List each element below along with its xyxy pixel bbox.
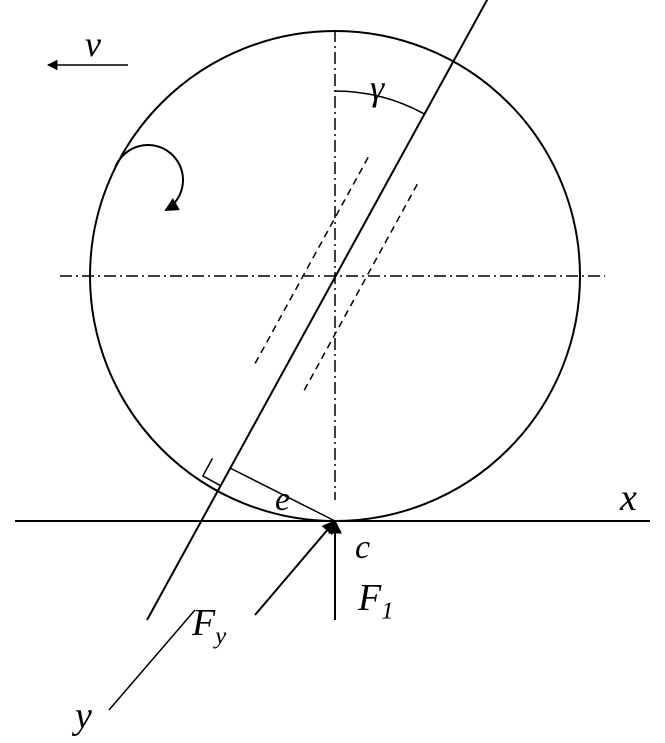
background [0,0,665,743]
label-x: x [619,477,637,519]
label-v: v [85,24,101,64]
label-c: c [355,529,370,566]
label-e: e [275,481,290,518]
label-y: y [71,695,92,737]
label-gamma: γ [370,68,385,108]
